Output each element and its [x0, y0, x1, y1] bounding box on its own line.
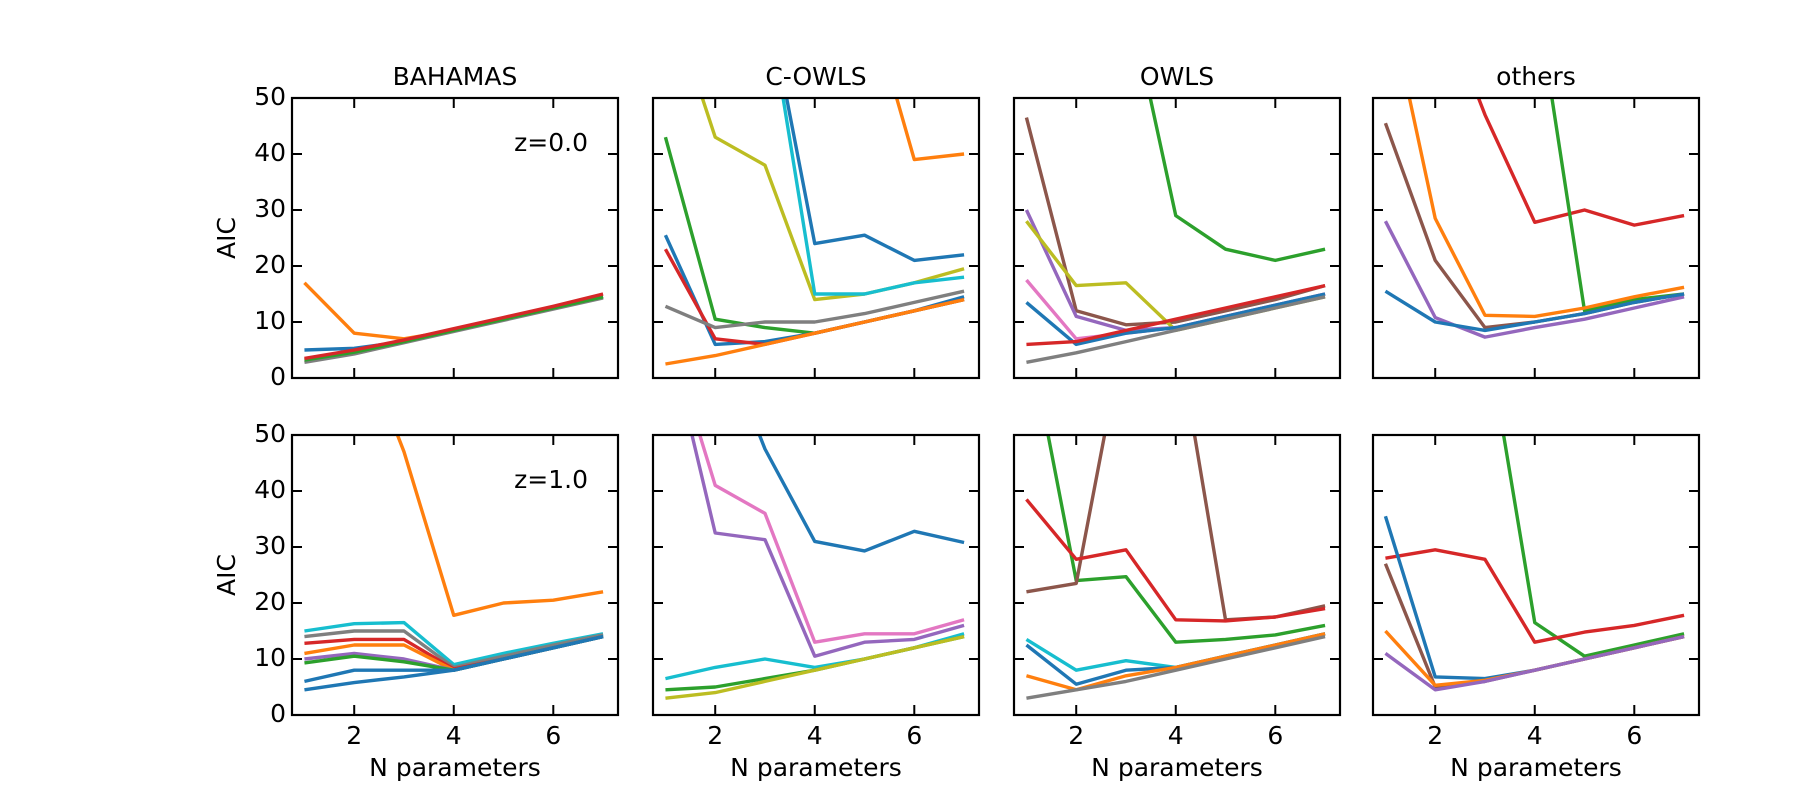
axes-frame — [290, 96, 620, 380]
data-line — [1025, 220, 1326, 333]
panel: 2 4 6N parameters — [1371, 433, 1701, 782]
x-tick-label: 2 — [707, 721, 723, 750]
data-line — [1148, 98, 1326, 263]
data-line — [395, 435, 604, 618]
data-line — [1026, 283, 1326, 347]
panel: others — [1371, 62, 1701, 380]
panel-title: others — [1496, 62, 1576, 91]
data-line — [1026, 295, 1326, 364]
x-tick-label: 6 — [545, 721, 561, 750]
data-line — [1026, 634, 1326, 700]
x-axis-label: N parameters — [369, 753, 541, 782]
data-line — [1025, 292, 1326, 347]
data-line — [1024, 209, 1326, 333]
x-tick-label: 4 — [1527, 721, 1543, 750]
y-axis-label: AIC — [212, 554, 241, 596]
panel: 0 10 20 30 40 50 2 4 6N parameters AIC z=1.0 — [212, 419, 620, 782]
axes-frame — [290, 433, 620, 717]
data-line — [894, 98, 965, 162]
data-line — [1026, 435, 1326, 622]
annotation: z=1.0 — [514, 465, 588, 494]
data-line — [1025, 632, 1326, 672]
data-line — [1024, 117, 1326, 327]
data-line — [690, 435, 965, 658]
data-line — [1025, 498, 1326, 623]
y-tick-label: 10 — [254, 643, 286, 672]
x-tick-label: 2 — [346, 721, 362, 750]
x-axis-label: N parameters — [1091, 753, 1263, 782]
panel: 2 4 6N parameters — [651, 433, 981, 782]
axes-frame — [1012, 96, 1342, 380]
axes-frame — [651, 433, 981, 717]
x-tick-label: 6 — [1267, 721, 1283, 750]
y-axis-label: AIC — [212, 217, 241, 259]
data-line — [304, 629, 604, 670]
panel: 0 10 20 30 40 50 BAHAMAS AIC z=0.0 — [212, 62, 620, 391]
data-line — [1383, 220, 1685, 339]
panel-title: OWLS — [1140, 62, 1214, 91]
panel: OWLS — [1012, 62, 1342, 380]
data-line — [1384, 634, 1685, 692]
data-line — [1407, 98, 1685, 319]
x-tick-label: 4 — [807, 721, 823, 750]
data-line — [665, 297, 965, 366]
y-tick-label: 10 — [254, 306, 286, 335]
panel-title: BAHAMAS — [393, 62, 518, 91]
y-tick-label: 30 — [254, 531, 286, 560]
data-line — [1383, 515, 1685, 681]
data-line — [1385, 548, 1685, 644]
panel: C-OWLS — [651, 62, 981, 380]
x-axis-label: N parameters — [1450, 753, 1622, 782]
x-tick-label: 4 — [1168, 721, 1184, 750]
y-tick-label: 20 — [254, 587, 286, 616]
x-tick-label: 2 — [1427, 721, 1443, 750]
data-line — [781, 98, 965, 296]
data-line — [665, 634, 965, 700]
y-tick-label: 20 — [254, 250, 286, 279]
data-line — [665, 634, 965, 692]
axes-frame — [1371, 433, 1701, 717]
data-line — [664, 289, 965, 330]
y-tick-label: 30 — [254, 194, 286, 223]
x-axis-label: N parameters — [730, 753, 902, 782]
y-tick-label: 0 — [270, 362, 286, 391]
axes-frame — [1012, 433, 1342, 717]
data-line — [304, 634, 604, 692]
axes-frame — [1371, 96, 1701, 380]
x-tick-label: 6 — [906, 721, 922, 750]
data-line — [784, 98, 965, 263]
panel-title: C-OWLS — [765, 62, 866, 91]
panel: 2 4 6N parameters — [1012, 433, 1342, 782]
data-line — [1501, 435, 1685, 658]
x-tick-label: 6 — [1626, 721, 1642, 750]
axes-frame — [651, 96, 981, 380]
data-line — [700, 98, 965, 302]
data-line — [757, 435, 965, 553]
y-tick-label: 50 — [254, 82, 286, 111]
x-tick-label: 2 — [1068, 721, 1084, 750]
x-tick-label: 4 — [446, 721, 462, 750]
data-line — [697, 435, 965, 644]
y-tick-label: 50 — [254, 419, 286, 448]
y-tick-label: 40 — [254, 138, 286, 167]
data-line — [1476, 98, 1685, 227]
data-line — [1384, 289, 1685, 333]
y-tick-label: 40 — [254, 475, 286, 504]
annotation: z=0.0 — [514, 128, 588, 157]
data-line — [304, 292, 604, 361]
y-tick-label: 0 — [270, 699, 286, 728]
data-line — [1550, 98, 1685, 313]
